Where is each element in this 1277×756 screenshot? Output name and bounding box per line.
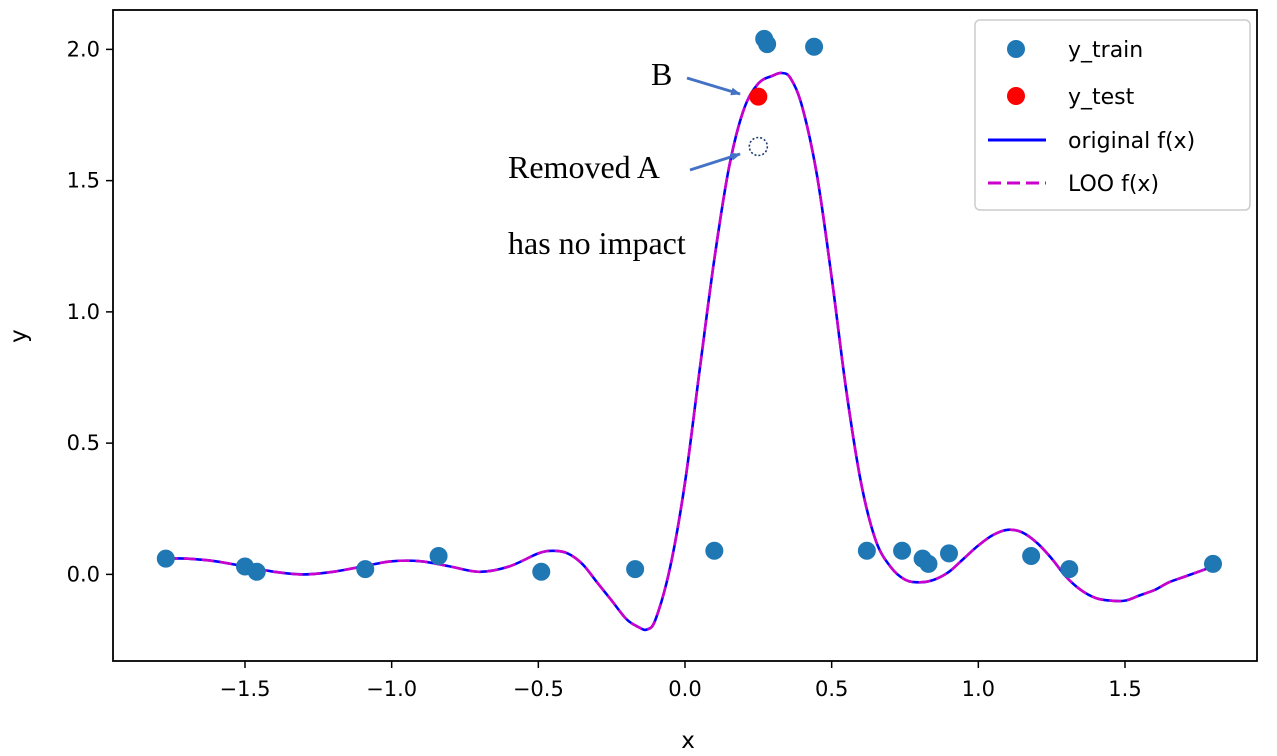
- legend: y_train y_test original f(x) LOO f(x): [974, 19, 1251, 211]
- legend-label-train: y_train: [1068, 38, 1143, 63]
- y-axis-label: y: [6, 329, 32, 343]
- legend-marker-train: [1007, 40, 1025, 58]
- legend-label-loo: LOO f(x): [1068, 172, 1159, 197]
- train-point: [805, 37, 824, 56]
- removed-point-a: [748, 136, 769, 157]
- x-tick-label: 1.5: [1108, 677, 1141, 701]
- x-tick-label: 0.5: [815, 677, 848, 701]
- train-point: [429, 547, 448, 565]
- train-point: [1060, 560, 1079, 579]
- train-point: [1022, 547, 1041, 565]
- loo-fx-line: [165, 71, 1214, 632]
- y-tick-label: 2.0: [67, 37, 100, 61]
- train-point: [940, 544, 958, 563]
- y-tick-label: 0.0: [67, 562, 100, 586]
- train-point: [247, 562, 266, 581]
- x-axis-label: x: [681, 728, 695, 754]
- x-tick-label: −1.0: [366, 677, 417, 701]
- train-point: [705, 541, 724, 560]
- y-tick-label: 1.5: [67, 169, 100, 193]
- annotation-no-impact: has no impact: [508, 225, 686, 261]
- train-point: [758, 35, 777, 54]
- train-point: [532, 562, 551, 581]
- legend-label-original: original f(x): [1068, 129, 1195, 154]
- curve-layer: [165, 71, 1214, 632]
- train-point: [857, 541, 876, 560]
- train-point: [156, 549, 175, 568]
- y-tick-label: 1.0: [67, 300, 100, 324]
- legend-marker-test: [1007, 87, 1025, 105]
- y-tick-label: 0.5: [67, 431, 100, 455]
- arrow-to-b: [686, 76, 741, 96]
- legend-label-test: y_test: [1068, 85, 1135, 110]
- test-point: [749, 87, 768, 106]
- train-point: [919, 554, 938, 573]
- x-tick-label: −0.5: [513, 677, 564, 701]
- annotation-removed-a: Removed A: [508, 149, 660, 185]
- x-tick-label: 0.0: [668, 677, 701, 701]
- train-point: [893, 541, 912, 560]
- axis-ticks: −1.5 −1.0 −0.5 0.0 0.5 1.0 1.5 0.0 0.5 1.0 1.5 2.0: [67, 37, 1142, 701]
- x-tick-label: −1.5: [220, 677, 271, 701]
- train-point: [1204, 554, 1222, 573]
- annotation-b: B: [651, 56, 672, 92]
- legend-box: [974, 19, 1251, 211]
- x-tick-label: 1.0: [962, 677, 995, 701]
- train-point: [626, 560, 645, 579]
- train-point: [356, 560, 375, 579]
- scatter-layer: [156, 29, 1222, 581]
- arrow-to-removed-a: [689, 152, 741, 172]
